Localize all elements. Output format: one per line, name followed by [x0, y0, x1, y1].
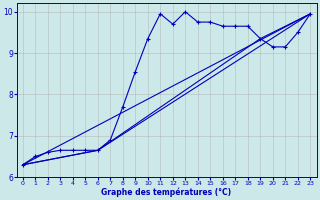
X-axis label: Graphe des températures (°C): Graphe des températures (°C) — [101, 187, 232, 197]
